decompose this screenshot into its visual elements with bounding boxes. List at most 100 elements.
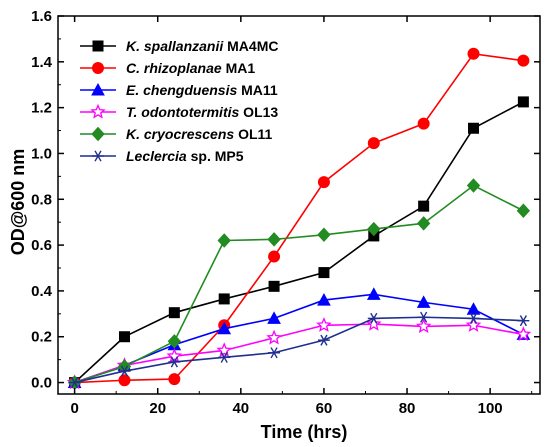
- series-line: [74, 52, 524, 384]
- data-point: [418, 200, 430, 212]
- legend-label: K. cryocrescens OL11: [126, 126, 273, 142]
- data-point: [267, 232, 281, 247]
- legend-label-italic: K. spallanzanii: [126, 38, 224, 54]
- legend-label: Leclercia sp. MP5: [126, 148, 244, 164]
- data-point: [417, 311, 430, 323]
- series-layer: [66, 47, 532, 390]
- data-point: [118, 331, 130, 343]
- legend-label-suffix: OL13: [239, 104, 278, 120]
- data-point: [216, 342, 232, 358]
- data-point: [267, 311, 281, 324]
- data-point: [466, 302, 481, 315]
- legend-entry: E. chengduensis MA11: [80, 82, 278, 98]
- legend-marker: [91, 82, 105, 96]
- legend-label: T. odontotermitis OL13: [126, 104, 278, 120]
- data-point: [168, 356, 181, 368]
- data-point: [417, 117, 430, 130]
- y-tick-label: 0.8: [31, 191, 52, 208]
- data-point: [316, 317, 332, 332]
- data-point: [517, 54, 530, 67]
- legend-label-suffix: OL11: [234, 126, 272, 142]
- series-line: [74, 293, 524, 384]
- legend-entry: K. spallanzanii MA4MC: [80, 38, 278, 54]
- data-point: [317, 334, 330, 346]
- x-tick-label: 60: [316, 400, 333, 417]
- y-tick-label: 1.2: [31, 100, 52, 117]
- legend-marker: [92, 150, 104, 162]
- data-point: [515, 326, 532, 342]
- series-line: [74, 323, 524, 384]
- data-point: [168, 307, 180, 319]
- data-point: [366, 287, 381, 300]
- data-point: [166, 348, 183, 363]
- data-point: [517, 96, 529, 108]
- data-point: [466, 178, 481, 193]
- legend-label-suffix: MA1: [222, 60, 256, 76]
- series-2: [68, 47, 530, 389]
- legend-label: K. spallanzanii MA4MC: [126, 38, 278, 54]
- legend-label-suffix: MA4MC: [223, 38, 278, 54]
- data-point: [367, 312, 380, 324]
- y-axis-label: OD@600 nm: [8, 149, 28, 256]
- x-tick-label: 20: [149, 400, 166, 417]
- data-point: [218, 351, 231, 363]
- data-point: [468, 122, 480, 134]
- data-point: [467, 47, 480, 60]
- data-point: [217, 233, 231, 248]
- legend-label-italic: C. rhizoplanae: [126, 60, 222, 76]
- data-point: [218, 293, 230, 305]
- x-tick-label: 100: [478, 400, 503, 417]
- series-line: [74, 101, 524, 384]
- legend-label-italic: T. odontotermitis: [126, 104, 239, 120]
- y-tick-label: 0.4: [31, 283, 53, 300]
- data-point: [517, 315, 530, 327]
- legend-entry: C. rhizoplanae MA1: [80, 60, 255, 76]
- legend-entry: Leclercia sp. MP5: [80, 148, 244, 164]
- series-line: [74, 316, 524, 384]
- data-point: [268, 347, 281, 359]
- x-axis-label: Time (hrs): [261, 422, 348, 442]
- y-tick-label: 0.0: [31, 375, 52, 392]
- x-tick-label: 0: [70, 400, 78, 417]
- data-point: [317, 176, 330, 189]
- x-tick-label: 40: [232, 400, 249, 417]
- series-5: [67, 178, 531, 390]
- y-tick-label: 0.6: [31, 237, 52, 254]
- x-tick-label: 80: [399, 400, 416, 417]
- legend-label-italic: Leclercia: [126, 148, 187, 164]
- legend-label: C. rhizoplanae MA1: [126, 60, 255, 76]
- y-tick-label: 1.6: [31, 8, 52, 25]
- data-point: [416, 295, 431, 308]
- data-point: [465, 317, 482, 332]
- legend-label-italic: E. chengduensis: [126, 82, 237, 98]
- data-point: [268, 250, 281, 263]
- legend-label-italic: K. cryocrescens: [126, 126, 234, 142]
- series-3: [67, 287, 531, 389]
- y-tick-label: 1.0: [31, 145, 52, 162]
- data-point: [318, 267, 330, 279]
- data-point: [416, 216, 431, 231]
- axis-ticks: 0 20 40 60 80 100 0.0 0.2 0.4 0.6 0.8 1.0 1.2 1.4 1.6: [31, 8, 540, 417]
- data-point: [118, 365, 131, 377]
- series-line: [74, 184, 524, 384]
- plot-frame: [57, 15, 541, 395]
- legend-marker: [90, 103, 106, 119]
- plot-area-border: [57, 15, 541, 395]
- series-4: [66, 315, 532, 390]
- data-point: [268, 280, 280, 292]
- legend-label-suffix: MA11: [237, 82, 278, 98]
- data-point: [467, 312, 480, 324]
- legend-marker: [91, 126, 105, 142]
- data-point: [266, 329, 282, 345]
- data-point: [167, 334, 182, 349]
- legend-marker: [92, 40, 104, 52]
- series-6: [68, 311, 530, 389]
- legend-marker: [92, 62, 104, 74]
- legend-entry: K. cryocrescens OL11: [80, 126, 273, 142]
- data-point: [168, 373, 181, 386]
- data-point: [516, 203, 531, 218]
- legend-label-suffix: sp. MP5: [187, 148, 244, 164]
- data-point: [367, 137, 380, 150]
